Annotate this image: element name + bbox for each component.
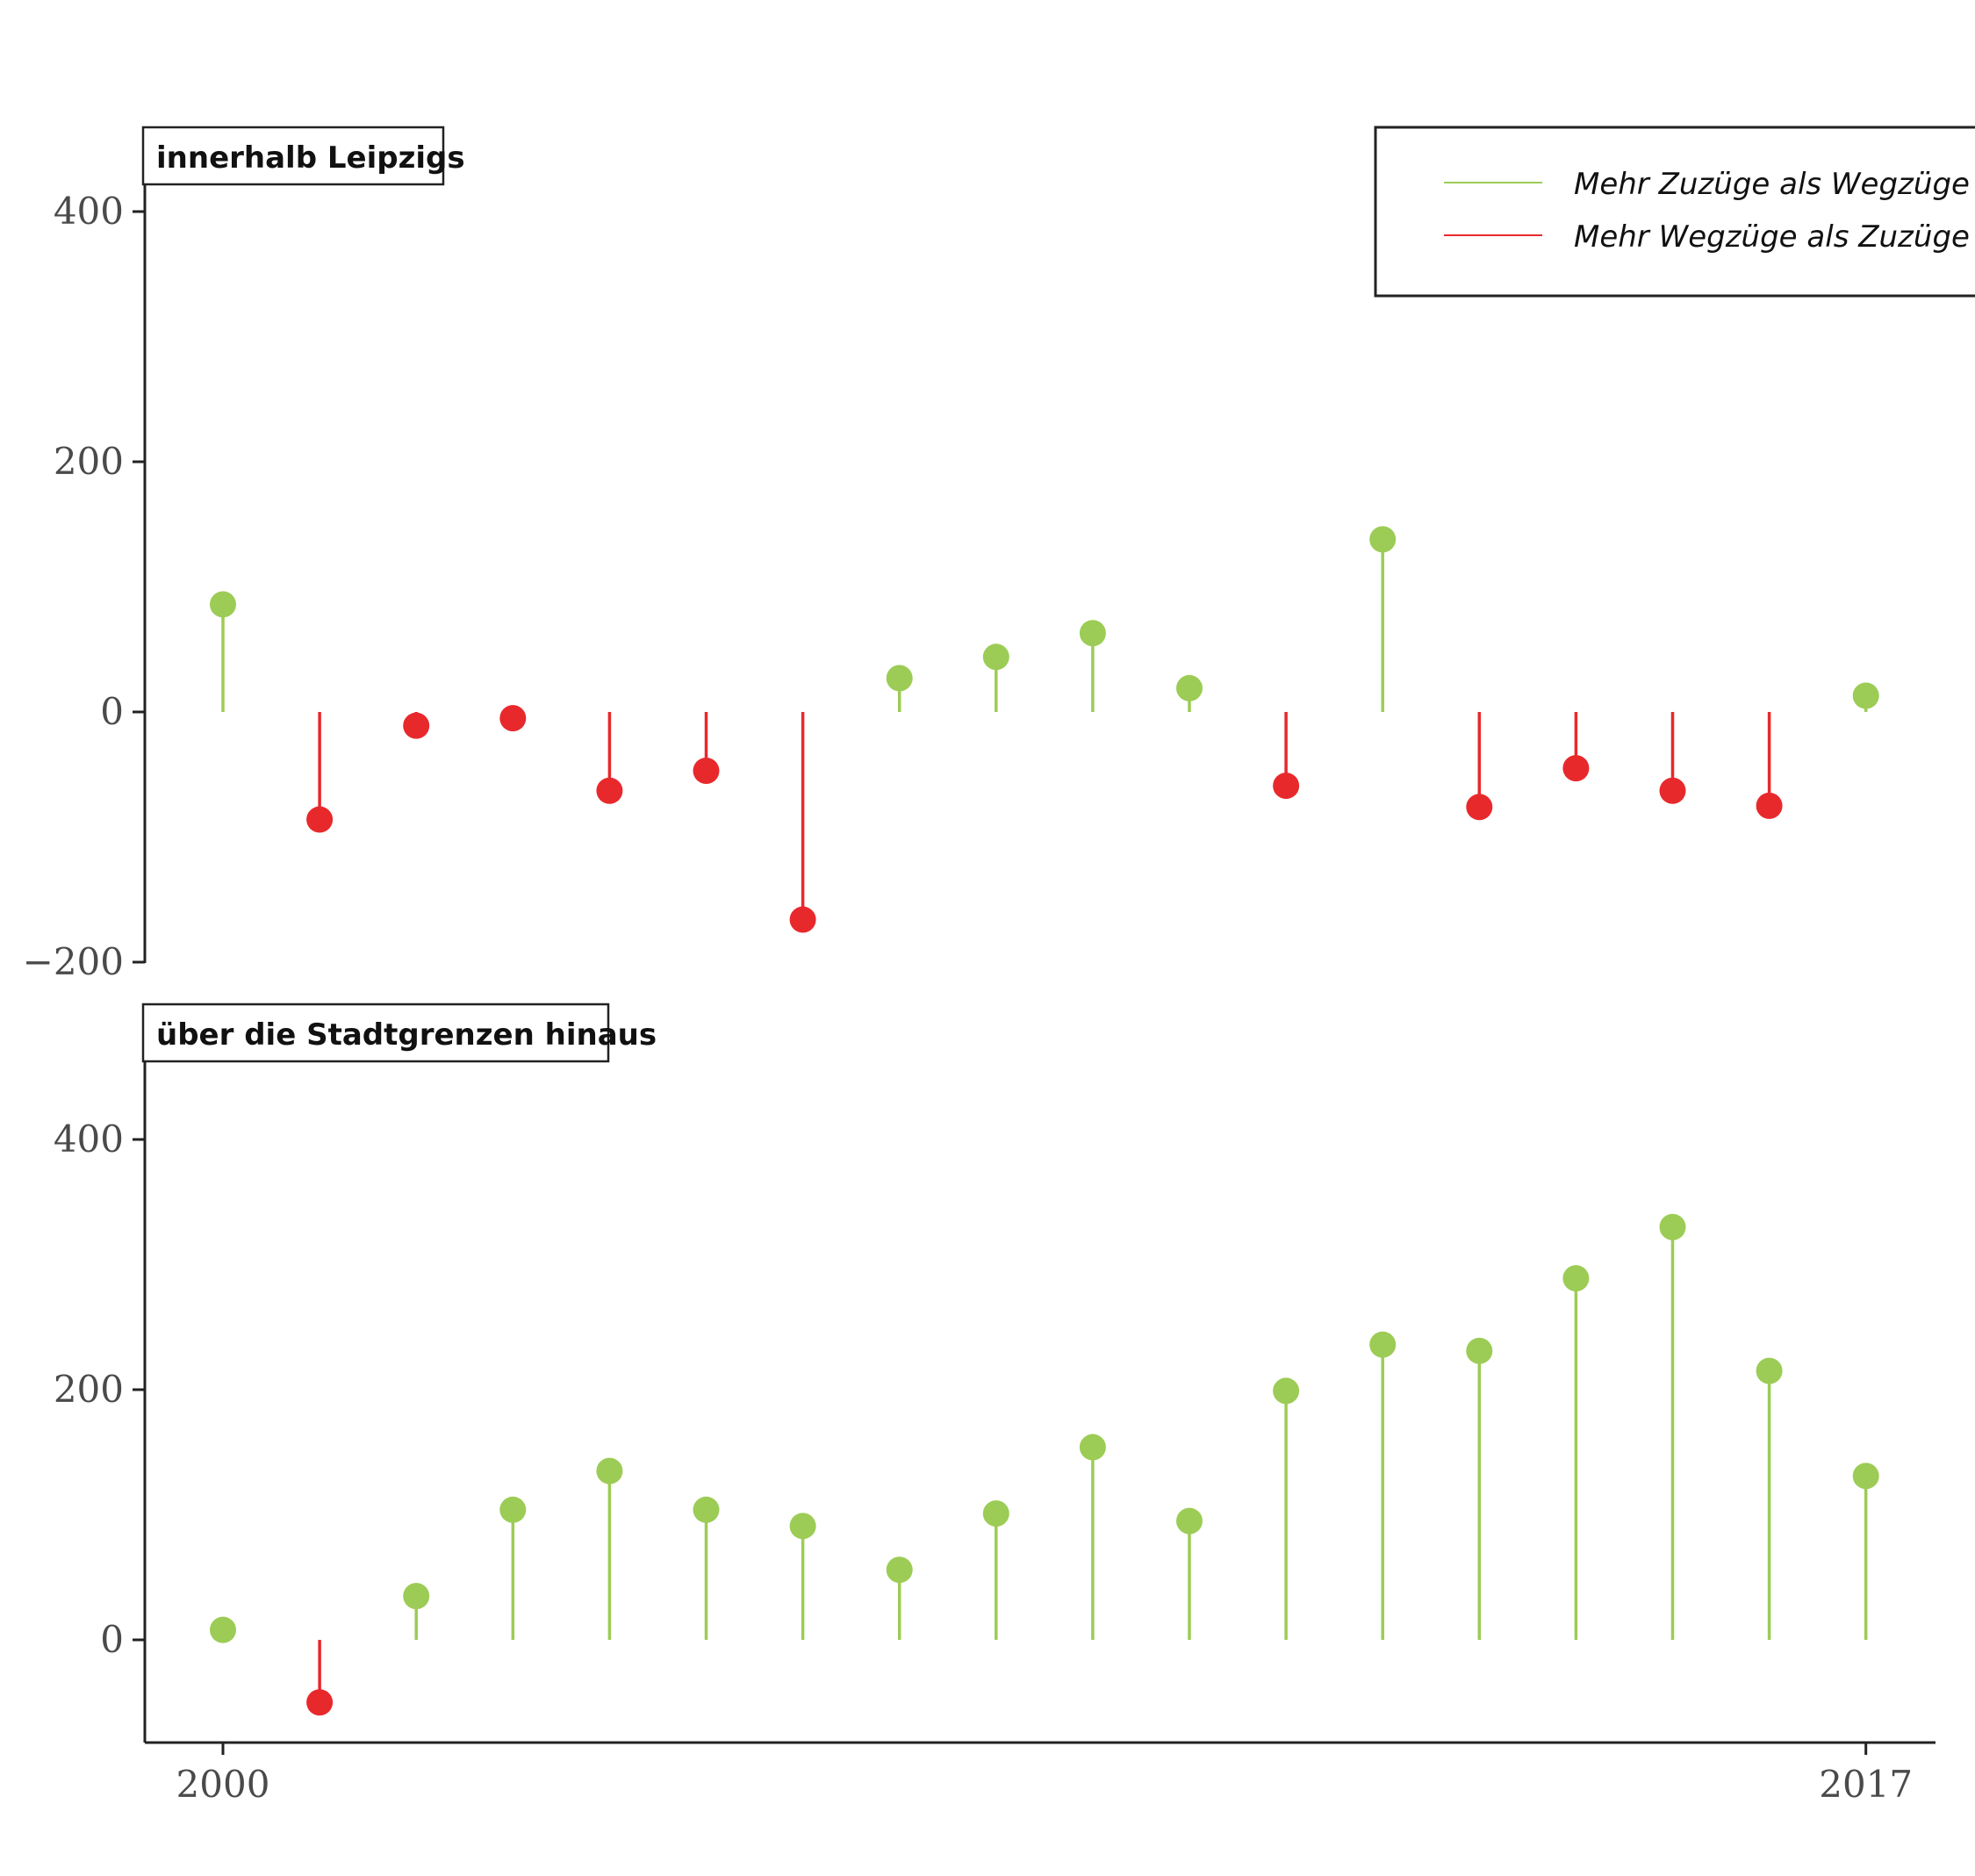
point-2007: [886, 1556, 913, 1584]
legend: Mehr Zuzüge als Wegzüge Mehr Wegzüge als…: [1374, 126, 1975, 298]
point-2008: [982, 643, 1009, 671]
point-2017: [1852, 1463, 1879, 1490]
point-2001: [306, 806, 334, 833]
point-2001: [306, 1689, 334, 1716]
point-2012: [1369, 1331, 1397, 1358]
point-2012: [1369, 526, 1397, 553]
point-2016: [1756, 1357, 1783, 1384]
point-2010: [1176, 674, 1203, 701]
point-2003: [499, 705, 527, 732]
point-2011: [1273, 1377, 1300, 1405]
point-2005: [693, 757, 720, 784]
point-2002: [403, 1583, 430, 1610]
point-2015: [1659, 777, 1686, 804]
legend-frame: [1374, 126, 1975, 298]
point-2009: [1079, 620, 1106, 647]
point-2007: [886, 665, 913, 692]
point-2014: [1562, 755, 1590, 782]
legend-label-negative: Mehr Wegzüge als Zuzüge: [1574, 219, 1970, 255]
x-tick-label-2000: 2000: [176, 1763, 270, 1806]
point-2004: [596, 1457, 623, 1484]
strip-title-stadtgrenzen: über die Stadtgrenzen hinaus: [156, 1017, 657, 1053]
y-tick-label-400: 400: [54, 190, 124, 233]
y-tick-label-0: 0: [100, 690, 124, 733]
point-2009: [1079, 1434, 1106, 1461]
strip-title-innerhalb: innerhalb Leipzigs: [156, 140, 465, 176]
point-2008: [982, 1500, 1009, 1527]
point-2000: [210, 591, 236, 618]
point-2013: [1466, 794, 1493, 821]
panel-innerhalb-leipzigs: 400 200 0 −200 innerhalb Leipzigs: [23, 126, 1879, 983]
strip-box-innerhalb: [141, 126, 445, 186]
point-2006: [789, 1513, 816, 1540]
point-2014: [1562, 1265, 1590, 1292]
y-tick-label--200: −200: [23, 940, 124, 983]
point-2003: [499, 1496, 527, 1523]
point-2016: [1756, 792, 1783, 819]
x-tick-label-2017: 2017: [1819, 1763, 1913, 1806]
point-2011: [1273, 773, 1300, 800]
point-2004: [596, 777, 623, 804]
point-2002: [403, 712, 430, 739]
point-2000: [210, 1616, 236, 1643]
y-tick-label-400: 400: [54, 1118, 124, 1161]
y-tick-label-200: 200: [54, 440, 124, 483]
y-tick-label-200: 200: [54, 1368, 124, 1411]
point-2017: [1852, 682, 1879, 709]
point-2005: [693, 1496, 720, 1523]
point-2010: [1176, 1507, 1203, 1535]
point-2006: [789, 906, 816, 933]
strip-box-stadtgrenzen: [141, 1003, 610, 1063]
y-tick-label-0: 0: [100, 1618, 124, 1661]
point-2013: [1466, 1337, 1493, 1364]
legend-label-positive: Mehr Zuzüge als Wegzüge: [1574, 167, 1970, 202]
point-2015: [1659, 1213, 1686, 1240]
